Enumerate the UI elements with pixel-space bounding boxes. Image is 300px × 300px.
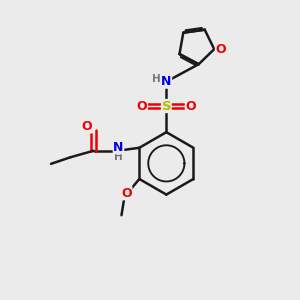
Text: H: H: [152, 74, 161, 84]
Text: O: O: [121, 187, 132, 200]
Text: H: H: [114, 152, 123, 162]
Text: S: S: [161, 100, 171, 112]
Text: N: N: [113, 141, 124, 154]
Text: N: N: [161, 75, 172, 88]
Text: O: O: [185, 100, 196, 112]
Text: O: O: [215, 43, 226, 56]
Text: O: O: [137, 100, 147, 112]
Text: O: O: [82, 120, 92, 133]
